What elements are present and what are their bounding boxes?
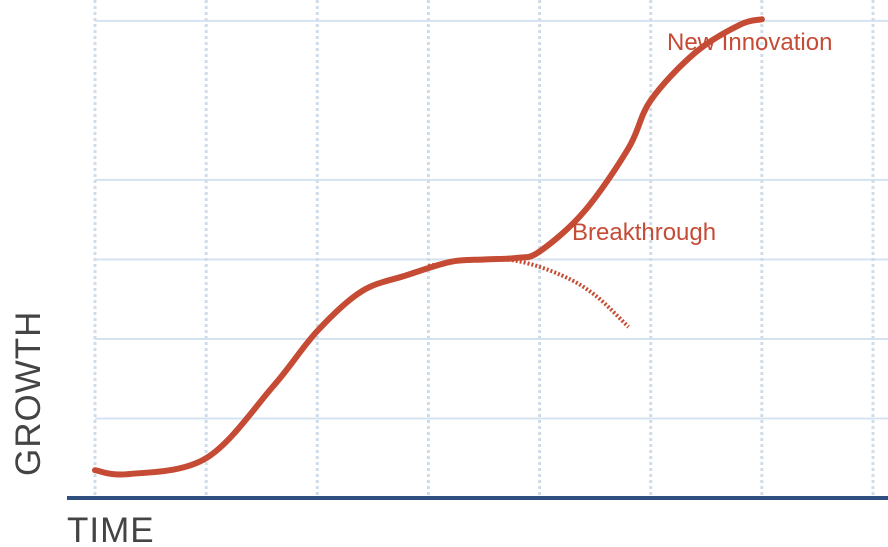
series-group [92,16,765,478]
x-axis-label: TIME [67,511,155,547]
annotation-label-0: New Innovation [667,29,832,56]
grid [93,0,888,498]
annotation-label-1: Breakthrough [572,219,716,246]
declining-curve [428,256,630,329]
y-axis-label: GROWTH [9,311,48,476]
annotations: New Innovation Breakthrough [572,29,832,246]
